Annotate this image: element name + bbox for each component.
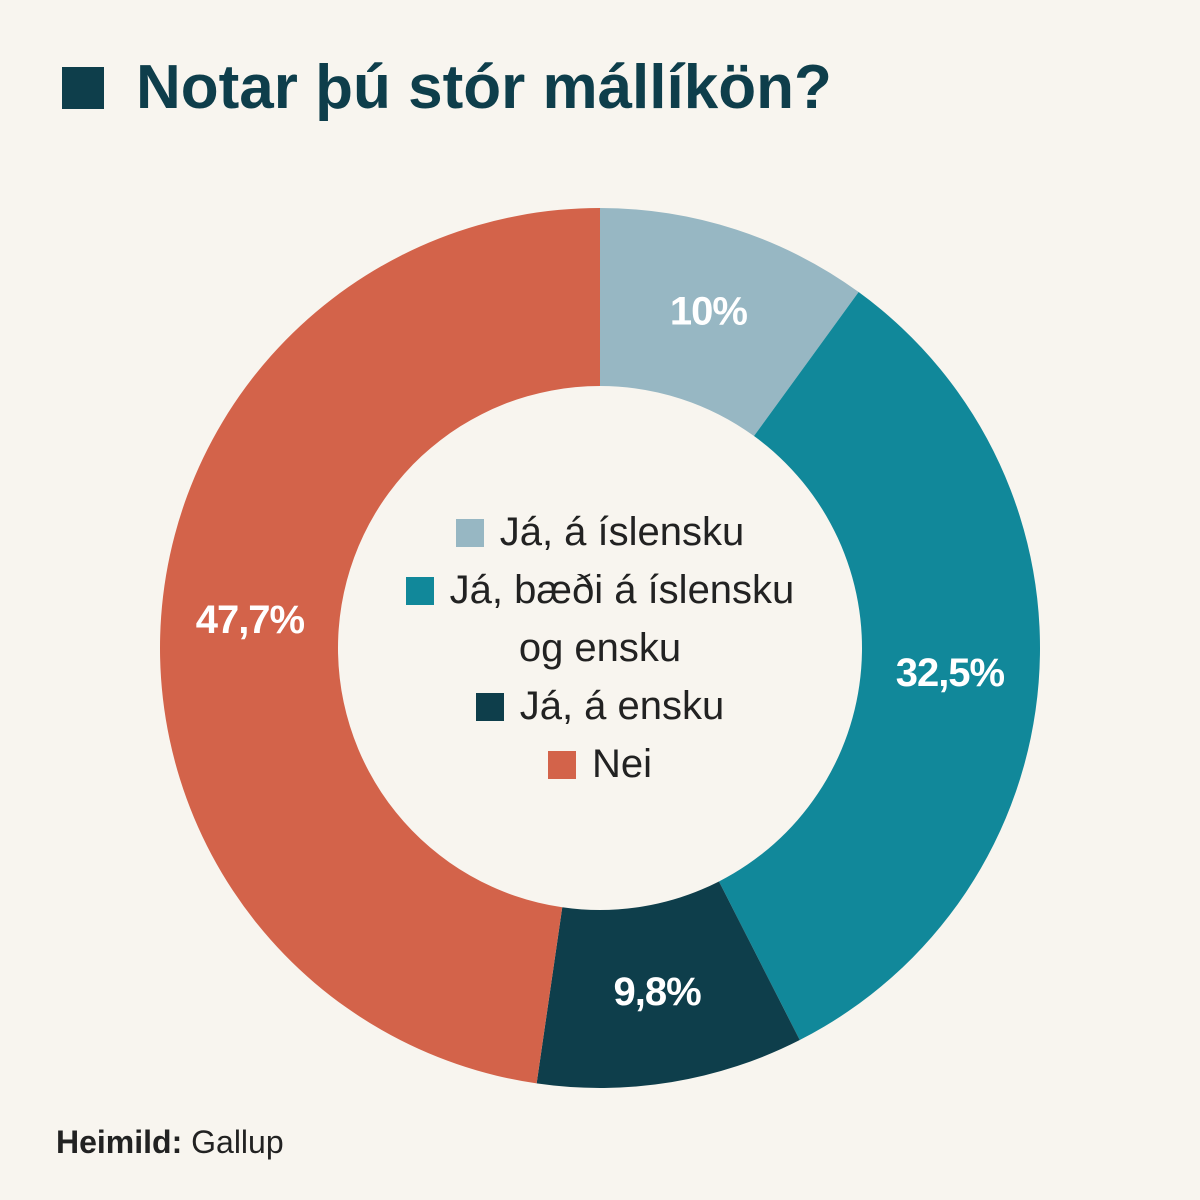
legend-entry: Nei (390, 735, 810, 793)
legend-label: Já, bæði á íslensku og ensku (449, 568, 795, 670)
legend-swatch (547, 751, 576, 779)
legend-swatch (405, 577, 434, 605)
legend-swatch (475, 693, 504, 721)
source: Heimild: Gallup (56, 1124, 284, 1161)
legend-label: Já, á ensku (519, 684, 725, 728)
slice-label: 9,8% (613, 970, 701, 1014)
legend-entry: Já, á ensku (390, 677, 810, 735)
source-label: Heimild: (56, 1124, 183, 1160)
legend-entry: Já, bæði á íslensku og ensku (390, 561, 810, 677)
slice (160, 208, 600, 1084)
slice (718, 292, 1040, 1041)
slice-label: 32,5% (896, 651, 1005, 695)
legend-label: Nei (591, 742, 653, 786)
slice (536, 881, 800, 1088)
legend-label: Já, á íslensku (499, 510, 745, 554)
slice-label: 47,7% (196, 598, 305, 642)
title-icon (62, 66, 104, 109)
slice (600, 208, 859, 437)
source-name: Gallup (191, 1124, 284, 1160)
chart-title-row: Notar þú stór mállíkön? (62, 52, 832, 123)
slice-label: 10% (670, 290, 747, 334)
chart-title: Notar þú stór mállíkön? (136, 53, 832, 122)
legend-entry: Já, á íslensku (390, 503, 810, 561)
legend: Já, á íslensku Já, bæði á íslensku og ens… (390, 503, 810, 793)
legend-swatch (455, 519, 484, 547)
